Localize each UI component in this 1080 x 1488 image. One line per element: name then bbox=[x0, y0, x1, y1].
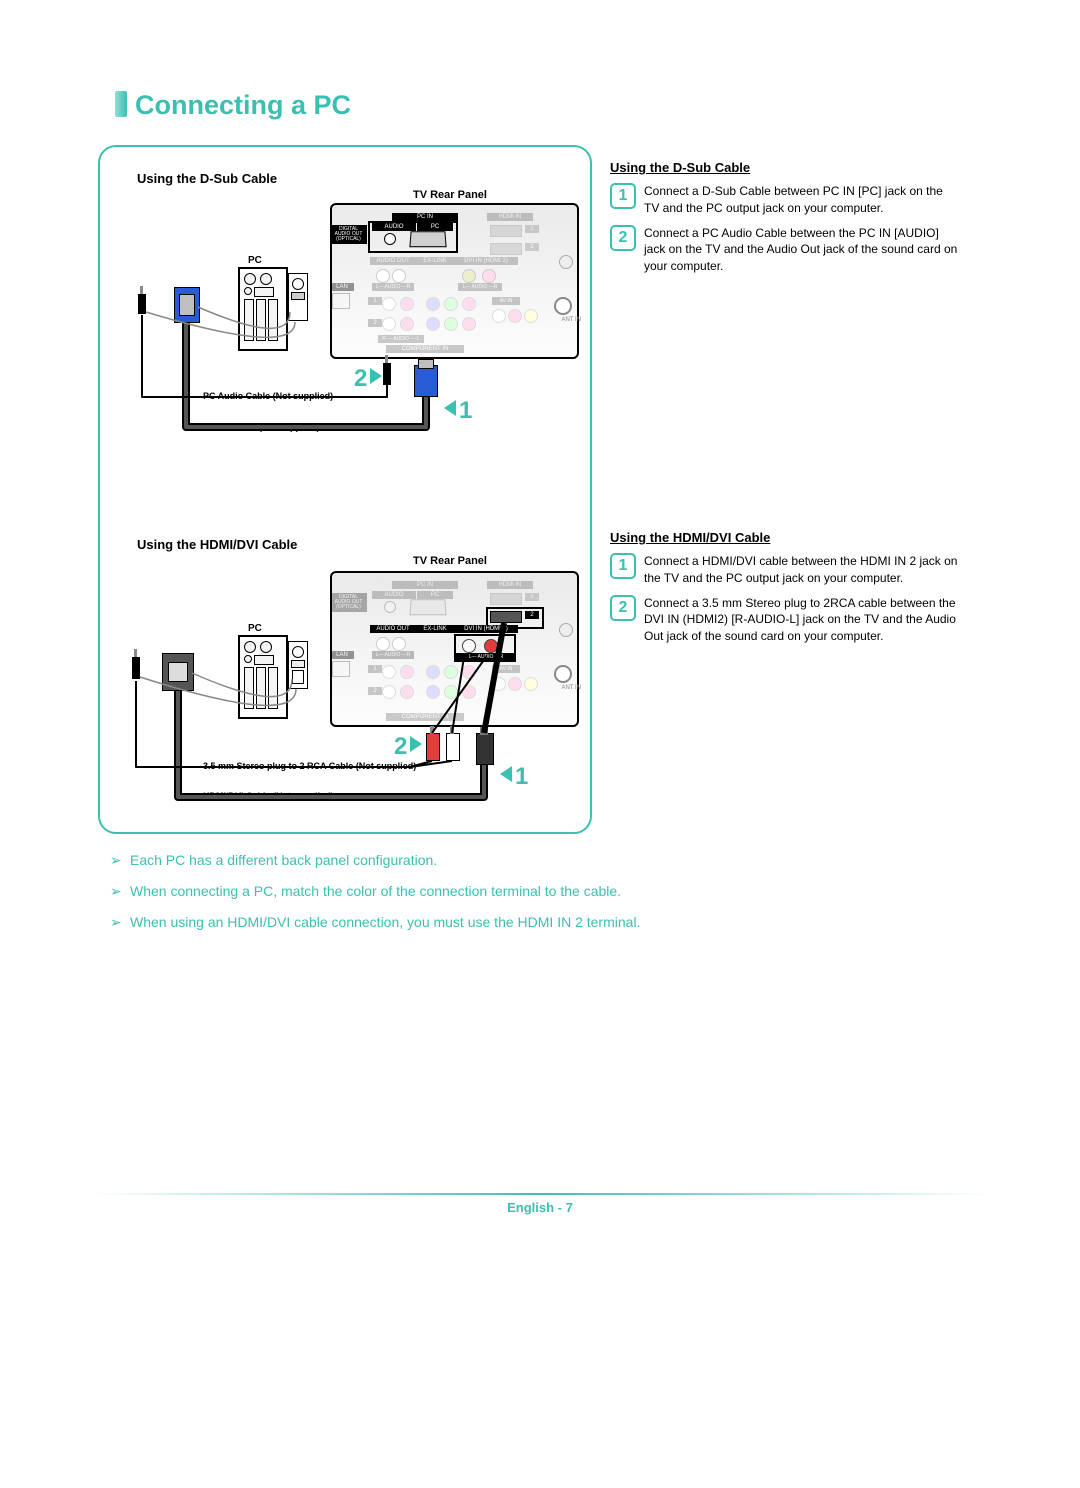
title-marker-icon bbox=[115, 91, 127, 117]
note-text: When connecting a PC, match the color of… bbox=[130, 883, 621, 899]
step-item: 1 Connect a D-Sub Cable between PC IN [P… bbox=[610, 183, 960, 217]
dsub-title-right: Using the D-Sub Cable bbox=[610, 160, 960, 175]
step-number-icon: 2 bbox=[610, 225, 636, 251]
hdmi-marker-1: 1 bbox=[500, 763, 528, 791]
step-number-icon: 1 bbox=[610, 553, 636, 579]
notes-list: ➢Each PC has a different back panel conf… bbox=[110, 848, 940, 945]
note-item: ➢When connecting a PC, match the color o… bbox=[110, 883, 940, 900]
hdmi-steps: Using the HDMI/DVI Cable 1 Connect a HDM… bbox=[610, 530, 960, 653]
note-text: When using an HDMI/DVI cable connection,… bbox=[130, 914, 640, 930]
step-item: 1 Connect a HDMI/DVI cable between the H… bbox=[610, 553, 960, 587]
diagram-box: Using the D-Sub Cable TV Rear Panel PC P… bbox=[98, 145, 592, 834]
note-arrow-icon: ➢ bbox=[110, 883, 130, 900]
note-arrow-icon: ➢ bbox=[110, 852, 130, 869]
step-text: Connect a HDMI/DVI cable between the HDM… bbox=[644, 553, 960, 587]
note-item: ➢Each PC has a different back panel conf… bbox=[110, 852, 940, 869]
step-item: 2 Connect a PC Audio Cable between the P… bbox=[610, 225, 960, 275]
page-title: Connecting a PC bbox=[115, 90, 351, 121]
note-arrow-icon: ➢ bbox=[110, 914, 130, 931]
page-title-text: Connecting a PC bbox=[135, 90, 351, 120]
note-item: ➢When using an HDMI/DVI cable connection… bbox=[110, 914, 940, 931]
step-number-icon: 1 bbox=[610, 183, 636, 209]
step-text: Connect a D-Sub Cable between PC IN [PC]… bbox=[644, 183, 960, 217]
step-text: Connect a 3.5 mm Stereo plug to 2RCA cab… bbox=[644, 595, 960, 645]
dsub-steps: Using the D-Sub Cable 1 Connect a D-Sub … bbox=[610, 160, 960, 283]
note-text: Each PC has a different back panel confi… bbox=[130, 852, 437, 868]
hdmi-cable-svg bbox=[100, 147, 590, 847]
hdmi-marker-2: 2 bbox=[394, 733, 422, 761]
footer-text: English - 7 bbox=[0, 1200, 1080, 1215]
step-text: Connect a PC Audio Cable between the PC … bbox=[644, 225, 960, 275]
footer-line bbox=[90, 1193, 990, 1195]
step-item: 2 Connect a 3.5 mm Stereo plug to 2RCA c… bbox=[610, 595, 960, 645]
step-number-icon: 2 bbox=[610, 595, 636, 621]
hdmi-title-right: Using the HDMI/DVI Cable bbox=[610, 530, 960, 545]
